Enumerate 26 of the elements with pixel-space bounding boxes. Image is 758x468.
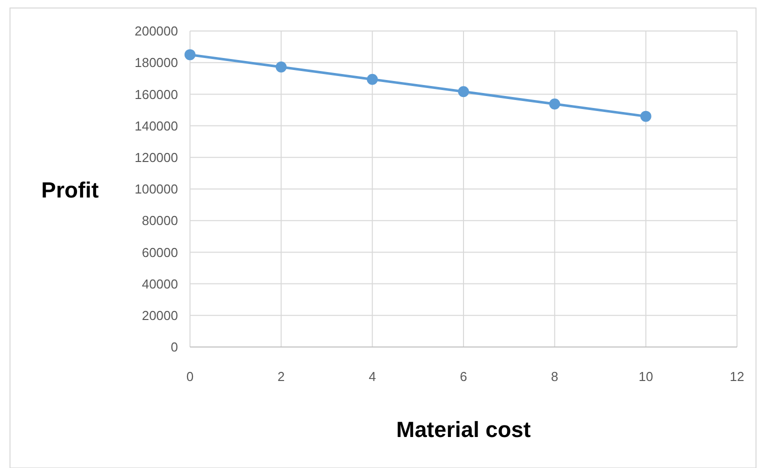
point — [640, 110, 652, 122]
x-tick-label: 4 — [368, 369, 376, 384]
point — [366, 74, 378, 85]
point — [458, 86, 469, 98]
x-tick-label: 6 — [460, 369, 468, 384]
x-tick-label: 8 — [551, 369, 558, 384]
y-tick-label: 40000 — [142, 276, 178, 292]
x-tick-label: 12 — [730, 369, 744, 384]
x-tick-label: 0 — [186, 369, 194, 384]
y-tick-label: 200000 — [134, 24, 178, 39]
point — [276, 62, 287, 73]
x-tick-label: 2 — [278, 369, 285, 384]
x-tick-label: 10 — [638, 369, 654, 384]
point — [184, 49, 196, 60]
y-axis-title: Profit — [41, 178, 100, 203]
y-tick-label: 20000 — [142, 308, 178, 323]
y-tick-label: 100000 — [134, 182, 178, 197]
y-tick-label: 140000 — [134, 118, 178, 134]
y-tick-label: 120000 — [134, 150, 178, 165]
y-tick-label: 180000 — [134, 55, 178, 70]
y-tick-label: 160000 — [134, 86, 178, 102]
y-tick-label: 60000 — [142, 244, 178, 260]
y-tick-label: 80000 — [142, 213, 178, 228]
y-tick-label: 0 — [170, 340, 178, 355]
point — [549, 98, 560, 110]
x-axis-title: Material cost — [396, 417, 532, 442]
